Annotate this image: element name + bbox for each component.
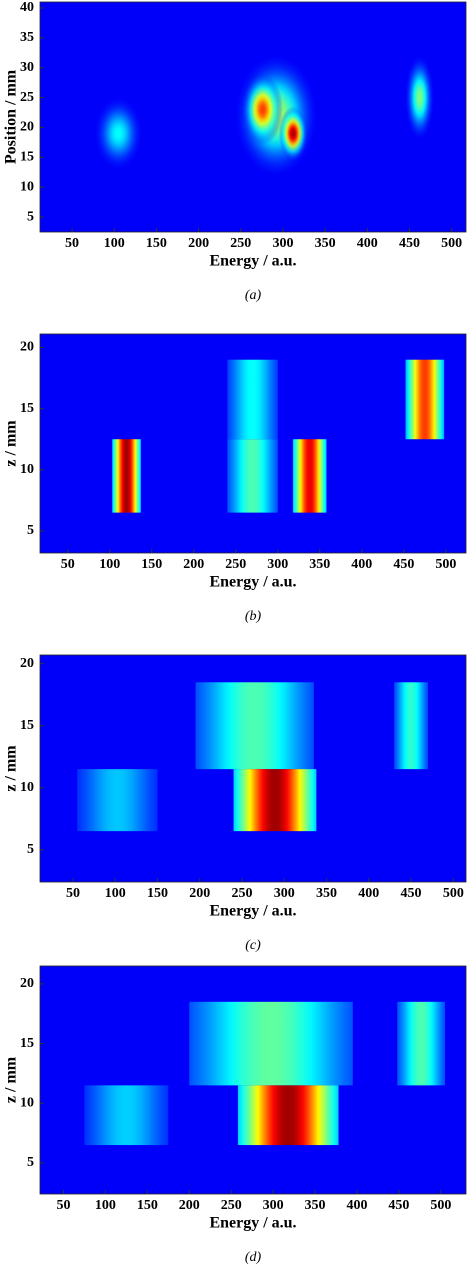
x-tick-label: 500 — [435, 557, 456, 572]
x-tick-label: 500 — [441, 236, 462, 251]
x-tick-label: 100 — [95, 1198, 116, 1213]
y-tick-label: 15 — [20, 718, 34, 733]
x-tick-label: 250 — [225, 557, 246, 572]
x-tick-label: 50 — [61, 557, 75, 572]
x-tick-label: 450 — [393, 557, 414, 572]
x-axis-label: Energy / a.u. — [209, 253, 296, 270]
caption: (a) — [245, 288, 262, 303]
y-tick-label: 15 — [20, 150, 34, 165]
x-tick-label: 250 — [230, 236, 251, 251]
x-tick-label: 300 — [263, 1198, 284, 1213]
y-tick-label: 30 — [20, 60, 34, 75]
y-tick-label: 5 — [27, 523, 34, 538]
heatmap-cell — [195, 682, 314, 770]
x-tick-label: 500 — [443, 886, 464, 901]
x-tick-label: 200 — [189, 886, 210, 901]
y-axis-label: z / mm — [3, 745, 20, 792]
heatmap-blob — [278, 106, 308, 161]
y-tick-label: 25 — [20, 90, 34, 105]
y-axis-label: Position / mm — [3, 69, 20, 164]
heatmap-cell — [233, 769, 317, 832]
y-tick-label: 10 — [20, 462, 34, 477]
plot-frame — [39, 654, 467, 883]
caption: (b) — [245, 609, 262, 624]
x-tick-label: 450 — [399, 236, 420, 251]
x-tick-label: 50 — [66, 886, 80, 901]
y-tick-label: 40 — [20, 0, 34, 15]
y-tick-label: 10 — [20, 780, 34, 795]
y-tick-label: 5 — [27, 209, 34, 224]
x-tick-label: 300 — [272, 236, 293, 251]
x-tick-label: 400 — [346, 1198, 367, 1213]
y-tick-label: 20 — [20, 120, 34, 135]
plot-area — [40, 655, 466, 882]
y-axis-label: z / mm — [3, 1056, 20, 1103]
x-tick-label: 250 — [232, 886, 253, 901]
y-tick-label: 10 — [20, 1095, 34, 1110]
y-tick-label: 35 — [20, 30, 34, 45]
heatmap-cell — [292, 439, 327, 513]
x-tick-label: 350 — [316, 886, 337, 901]
x-tick-label: 400 — [358, 886, 379, 901]
y-axis-label: z / mm — [3, 420, 20, 467]
x-tick-label: 100 — [104, 236, 125, 251]
heatmap-blob — [242, 73, 283, 146]
x-tick-label: 450 — [401, 886, 422, 901]
x-tick-label: 50 — [56, 1198, 70, 1213]
x-tick-label: 450 — [388, 1198, 409, 1213]
x-tick-label: 350 — [315, 236, 336, 251]
heatmap-cell — [227, 439, 278, 513]
plot-area — [40, 334, 466, 553]
y-tick-label: 20 — [20, 976, 34, 991]
heatmap-cell — [394, 682, 428, 770]
y-tick-label: 15 — [20, 1036, 34, 1051]
x-tick-label: 150 — [141, 557, 162, 572]
y-tick-label: 5 — [27, 1155, 34, 1170]
x-tick-label: 150 — [137, 1198, 158, 1213]
y-tick-label: 20 — [20, 656, 34, 671]
heatmap-blob — [94, 97, 143, 170]
x-tick-label: 200 — [183, 557, 204, 572]
heatmap-blob — [405, 55, 434, 140]
x-tick-label: 350 — [309, 557, 330, 572]
y-tick-label: 10 — [20, 179, 34, 194]
x-tick-label: 200 — [188, 236, 209, 251]
x-tick-label: 200 — [179, 1198, 200, 1213]
heatmap-cell — [189, 1001, 353, 1086]
x-tick-label: 100 — [105, 886, 126, 901]
x-axis-label: Energy / a.u. — [209, 903, 296, 920]
x-tick-label: 250 — [221, 1198, 242, 1213]
y-tick-label: 20 — [20, 340, 34, 355]
x-axis-label: Energy / a.u. — [209, 574, 296, 591]
x-tick-label: 50 — [65, 236, 79, 251]
heatmap-cell — [77, 769, 158, 832]
plot-frame — [39, 1, 467, 233]
heatmap-cell — [237, 1085, 339, 1146]
heatmap-cell — [112, 439, 141, 513]
plot-area — [40, 966, 466, 1194]
x-tick-label: 150 — [147, 886, 168, 901]
x-tick-label: 400 — [357, 236, 378, 251]
x-tick-label: 500 — [430, 1198, 451, 1213]
caption: (c) — [245, 938, 261, 953]
caption: (d) — [245, 1250, 262, 1265]
x-tick-label: 300 — [267, 557, 288, 572]
heatmap-cell — [84, 1085, 169, 1146]
heatmap-cell — [227, 359, 278, 440]
heatmap-cell — [405, 359, 445, 440]
heatmap-cell — [397, 1001, 446, 1086]
plot-frame — [39, 965, 467, 1195]
y-tick-label: 5 — [27, 842, 34, 857]
x-tick-label: 100 — [99, 557, 120, 572]
x-tick-label: 300 — [274, 886, 295, 901]
plot-area — [40, 2, 466, 232]
y-tick-label: 15 — [20, 401, 34, 416]
x-tick-label: 150 — [146, 236, 167, 251]
x-tick-label: 400 — [351, 557, 372, 572]
plot-frame — [39, 333, 467, 554]
x-axis-label: Energy / a.u. — [209, 1215, 296, 1232]
x-tick-label: 350 — [305, 1198, 326, 1213]
